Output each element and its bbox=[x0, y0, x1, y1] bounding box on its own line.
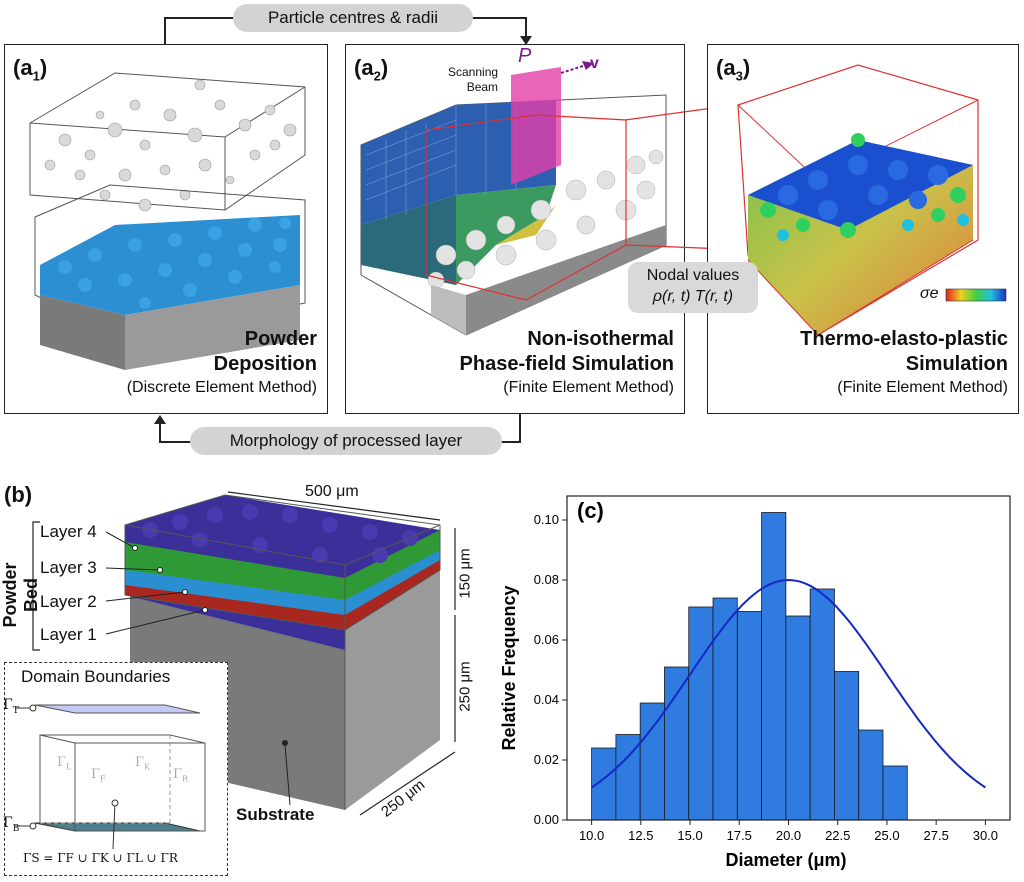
gamma-l-label: ΓL bbox=[57, 755, 72, 772]
gamma-f-label: ΓF bbox=[91, 767, 106, 784]
panel-a3-method: (Finite Element Method) bbox=[837, 379, 1008, 396]
substrate-height-label: 250 μm bbox=[456, 661, 474, 712]
histogram-bar bbox=[761, 512, 787, 821]
x-tick-label: 17.5 bbox=[727, 828, 752, 843]
panel-a2-title: Non-isothermal Phase-field Simulation bbox=[459, 328, 674, 375]
layer-1-label: Layer 1 bbox=[40, 625, 97, 644]
panel-a1-title: Powder Deposition bbox=[213, 328, 317, 375]
substrate-label: Substrate bbox=[236, 805, 315, 824]
width-dimension-label: 500 μm bbox=[305, 483, 359, 500]
powder-height-label: 150 μm bbox=[456, 548, 474, 599]
x-tick-label: 25.0 bbox=[874, 828, 899, 843]
histogram-bar bbox=[834, 671, 860, 821]
x-tick-label: 15.0 bbox=[677, 828, 702, 843]
histogram-bar bbox=[736, 611, 762, 821]
panel-a3: (a3) σe Thermo-elasto-plastic Simulation … bbox=[707, 44, 1019, 414]
panel-a3-label: (a3) bbox=[716, 55, 751, 84]
gamma-k-label: ΓK bbox=[135, 755, 151, 772]
panel-a2-label: (a2) bbox=[354, 55, 389, 84]
histogram-bar bbox=[882, 765, 908, 821]
layer-3-label: Layer 3 bbox=[40, 558, 97, 577]
gamma-s-equation: ΓS = ΓF ∪ ΓK ∪ ΓL ∪ ΓR bbox=[23, 851, 178, 865]
y-tick-label: 0.06 bbox=[534, 632, 559, 647]
powder-deposition-illustration bbox=[29, 72, 306, 370]
nodal-values-box: Nodal values ρ(r, t) T(r, t) bbox=[628, 262, 758, 313]
layer-4-label: Layer 4 bbox=[40, 522, 97, 541]
powder-bed-label: Powder Bed bbox=[0, 562, 41, 628]
normal-fit-curve bbox=[591, 578, 986, 789]
flow-top-label: Particle centres & radii bbox=[233, 4, 473, 32]
panel-c-label: (c) bbox=[577, 498, 604, 523]
histogram-bar bbox=[688, 606, 714, 821]
gamma-t-label: ΓT bbox=[3, 697, 19, 716]
panel-a3-title: Thermo-elasto-plastic Simulation bbox=[800, 328, 1008, 375]
gamma-r-label: ΓR bbox=[173, 767, 189, 784]
y-axis-label: Relative Frequency bbox=[499, 585, 519, 750]
histogram-bar bbox=[712, 597, 738, 821]
x-tick-label: 12.5 bbox=[628, 828, 653, 843]
domain-boundaries-inset: Domain Boundaries ΓT ΓB ΓL ΓF ΓK ΓR ΓS =… bbox=[3, 662, 228, 876]
histogram-bar bbox=[785, 615, 811, 821]
x-axis-label: Diameter (μm) bbox=[725, 850, 846, 870]
histogram-bar bbox=[809, 588, 835, 821]
y-tick-label: 0.00 bbox=[534, 812, 559, 827]
y-tick-label: 0.02 bbox=[534, 752, 559, 767]
histogram-bar bbox=[858, 729, 884, 821]
panel-a1-method: (Discrete Element Method) bbox=[126, 379, 317, 396]
thermo-elasto-plastic-illustration bbox=[737, 64, 1007, 336]
domain-boundaries-title: Domain Boundaries bbox=[21, 667, 171, 686]
y-tick-label: 0.08 bbox=[534, 572, 559, 587]
panel-a1: (a1) Powder Deposition (Discrete Element … bbox=[4, 44, 328, 414]
x-tick-label: 20.0 bbox=[776, 828, 801, 843]
y-tick-label: 0.10 bbox=[534, 512, 559, 527]
panel-a1-label: (a1) bbox=[13, 55, 48, 84]
panel-a2-method: (Finite Element Method) bbox=[503, 379, 674, 396]
histogram-bar bbox=[639, 702, 665, 821]
scanning-beam-label: Scanning Beam bbox=[448, 65, 499, 94]
diameter-histogram: 10.0 12.5 15.0 17.5 20.0 22.5 25.0 27.5 30.0 0.00… bbox=[499, 495, 1011, 870]
gamma-b-label: ΓB bbox=[3, 815, 20, 834]
beam-power-label: P bbox=[518, 45, 532, 67]
sigma-colorbar-label: σe bbox=[920, 285, 939, 302]
histogram-bar bbox=[664, 666, 690, 821]
y-tick-label: 0.04 bbox=[534, 692, 559, 707]
x-tick-label: 10.0 bbox=[579, 828, 604, 843]
layer-2-label: Layer 2 bbox=[40, 592, 97, 611]
powder-bed-illustration bbox=[32, 491, 456, 816]
panel-b-label: (b) bbox=[4, 482, 33, 507]
x-tick-label: 27.5 bbox=[924, 828, 949, 843]
beam-velocity-label: v bbox=[590, 55, 599, 72]
panel-a2: (a2) P v Scanning Beam Non-isothermal Pha… bbox=[345, 44, 685, 414]
domain-boundaries-diagram bbox=[15, 704, 206, 850]
flow-bottom-label: Morphology of processed layer bbox=[190, 427, 502, 455]
x-tick-label: 30.0 bbox=[973, 828, 998, 843]
x-tick-label: 22.5 bbox=[825, 828, 850, 843]
